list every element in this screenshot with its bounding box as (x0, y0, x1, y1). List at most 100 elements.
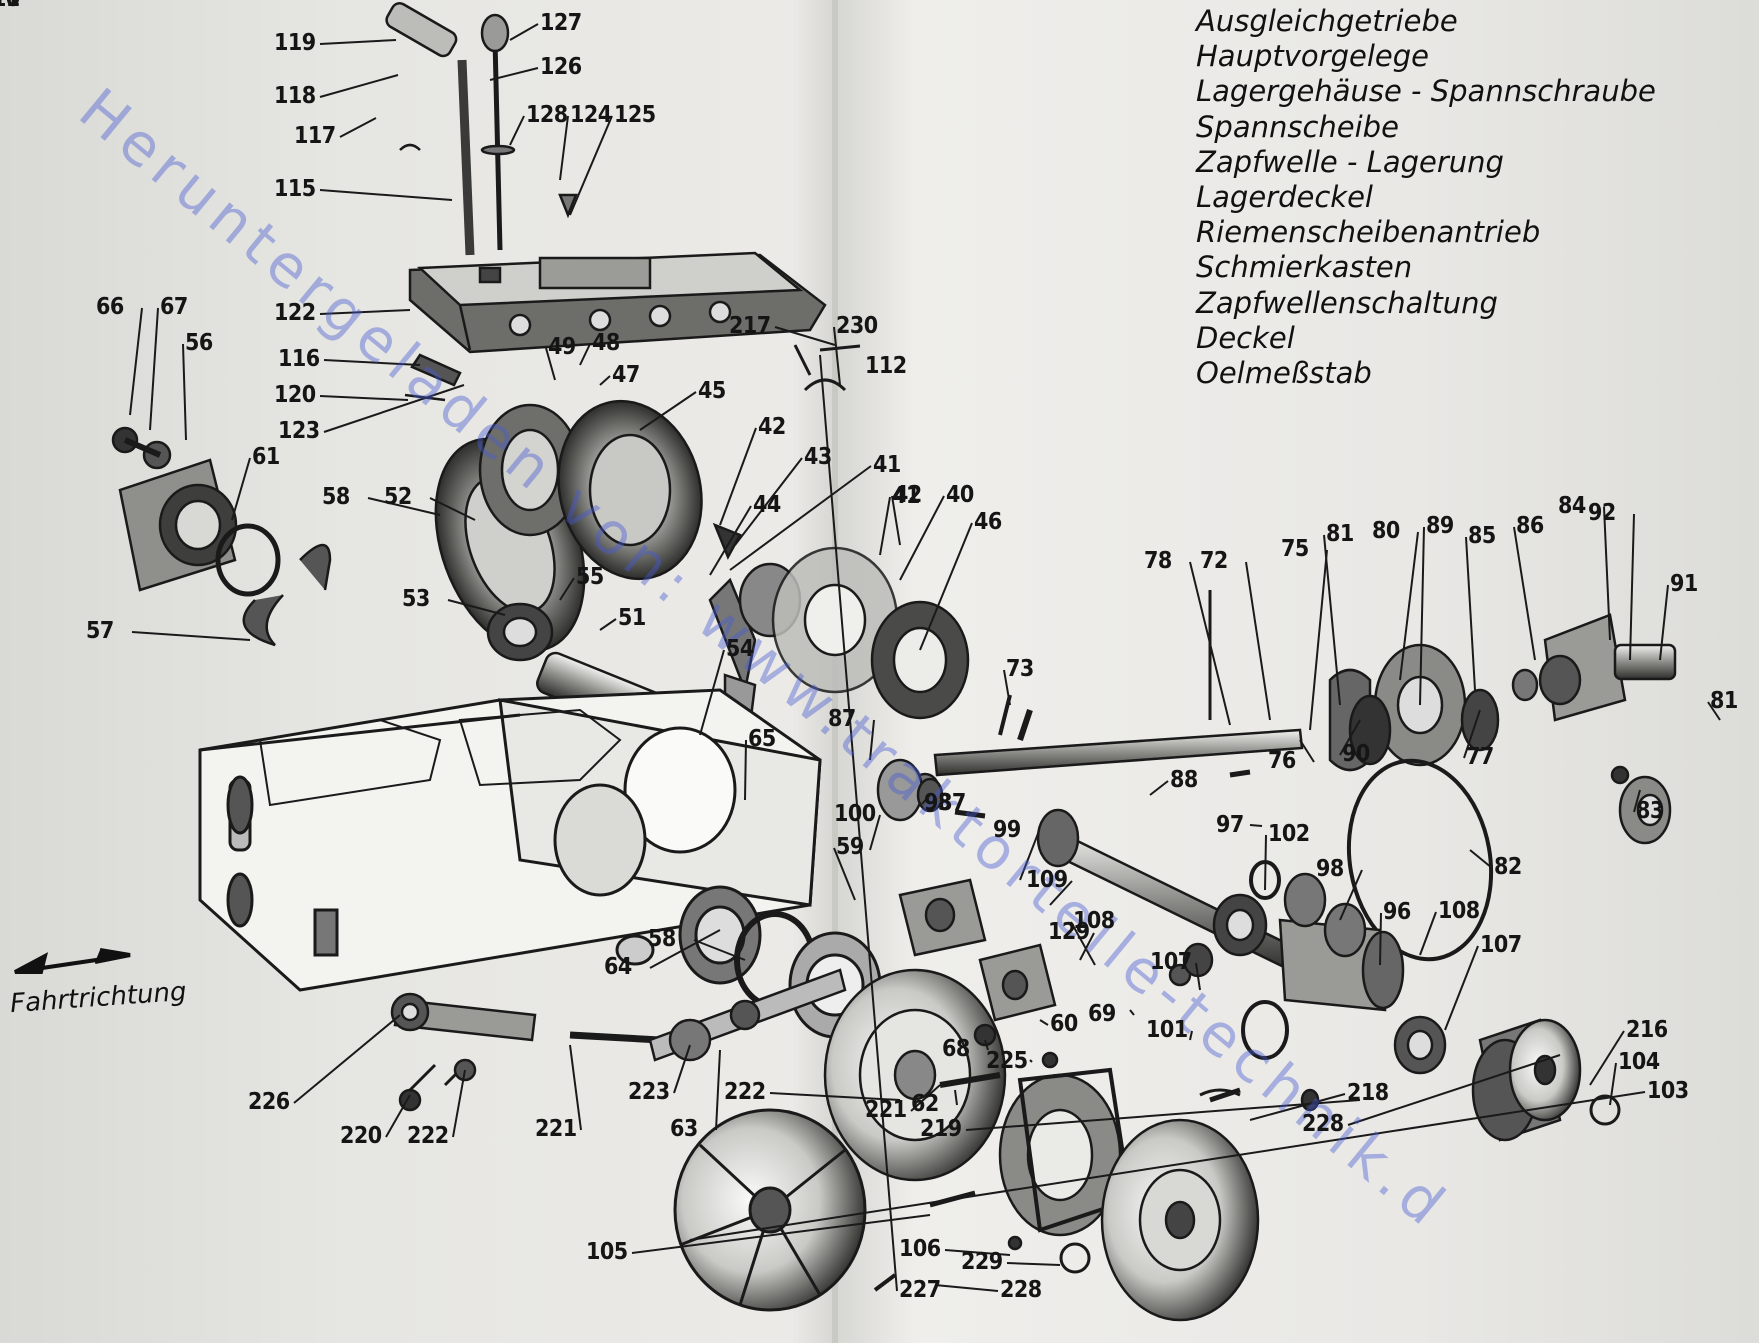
leader-line (1465, 536, 1476, 691)
part-number-label: 68 (942, 1036, 970, 1062)
legend-item: Spannscheibe (1196, 109, 1399, 144)
leader-line (339, 117, 377, 138)
legend-item: Zapfwelle - Lagerung (1196, 144, 1504, 179)
leader-line (693, 939, 746, 961)
part-number-label: 66 (96, 294, 124, 320)
part-number-label: 78 (1144, 548, 1172, 574)
leader-line (699, 649, 725, 736)
part-number-label: 119 (274, 30, 316, 56)
part-number-label: 223 (628, 1079, 670, 1105)
part-number-label: 109 (1026, 867, 1068, 893)
leader-line (182, 343, 187, 441)
leader-line (1513, 526, 1536, 661)
part-number-label: 81 (1710, 688, 1738, 714)
leader-line (569, 1044, 582, 1131)
part-number-label: 227 (899, 1277, 941, 1303)
leader-line (559, 115, 569, 181)
leader-line (1149, 780, 1169, 796)
part-number-label: 112 (865, 353, 907, 379)
leader-line (1249, 1093, 1346, 1121)
legend-item: Schmierkasten (1196, 250, 1413, 285)
leader-line (833, 326, 841, 386)
bearing-housing-group (111, 426, 332, 647)
leader-line (910, 1084, 941, 1112)
part-number-label: 228 (1302, 1111, 1344, 1137)
leader-lines (129, 23, 1721, 1292)
part-number-label: 216 (1626, 1017, 1668, 1043)
part-number-label: 75 (1281, 536, 1309, 562)
part-number-label: 228 (1000, 1277, 1042, 1303)
legend-item: Riemenscheibenantrieb (1196, 215, 1541, 250)
leader-line (924, 799, 937, 805)
part-number-label: 82 (1494, 854, 1522, 880)
part-number-label: 110 (0, 0, 20, 11)
part-number-label: 217 (729, 313, 771, 339)
part-number-label: 105 (586, 1239, 628, 1265)
part-number-label: 93 (924, 790, 952, 816)
leader-line (1039, 1019, 1049, 1026)
part-number-label: 85 (1468, 523, 1496, 549)
part-number-label: 83 (1636, 798, 1664, 824)
leader-line (919, 522, 973, 651)
gear-housing (198, 688, 822, 992)
leader-line (984, 1039, 989, 1051)
leader-line (1049, 880, 1073, 906)
leader-line (954, 1089, 958, 1106)
part-number-label: 43 (804, 444, 832, 470)
part-number-label: 88 (1170, 767, 1198, 793)
direction-arrow (14, 948, 131, 974)
legend-item: Hauptvorgelege (1196, 39, 1429, 74)
part-number-label: 58 (322, 484, 350, 510)
leader-line (965, 1099, 1361, 1131)
leader-line (1189, 1030, 1193, 1041)
leader-line (649, 929, 721, 969)
leader-line (1589, 1030, 1625, 1086)
leader-line (323, 359, 421, 366)
leader-line (1245, 561, 1271, 721)
part-number-label: 57 (86, 618, 114, 644)
part-number-label: 65 (748, 726, 776, 752)
part-number-label: 128 (526, 102, 568, 128)
leader-line (293, 1014, 401, 1104)
legend-item: Zapfwellenschaltung (1196, 285, 1498, 320)
part-number-label: 96 (1383, 899, 1411, 925)
part-number-label: 84 (1558, 493, 1586, 519)
part-number-label: 102 (1268, 821, 1310, 847)
leader-line (599, 375, 611, 386)
leader-line (149, 307, 159, 431)
leader-line (1419, 526, 1425, 706)
part-number-label: 64 (604, 954, 632, 980)
leader-line (452, 1069, 466, 1138)
leader-line (319, 395, 409, 401)
leader-line (323, 384, 465, 433)
part-number-label: 81 (1326, 521, 1354, 547)
leader-line (1195, 962, 1201, 991)
part-number-label: 103 (1647, 1078, 1689, 1104)
part-number-label: 60 (1050, 1011, 1078, 1037)
part-number-label: 63 (670, 1116, 698, 1142)
leader-line (869, 814, 881, 851)
part-number-label: 107 (1150, 949, 1192, 975)
leader-line (569, 115, 613, 216)
leader-line (689, 1091, 1646, 1241)
leader-line (639, 391, 697, 431)
part-number-label: 219 (920, 1116, 962, 1142)
part-number-label: 87 (938, 790, 966, 816)
legend-item: Deckel (1196, 320, 1295, 355)
part-number-label: 127 (540, 10, 582, 36)
part-number-label: 230 (836, 313, 878, 339)
part-number-label: 97 (1216, 812, 1244, 838)
part-number-label: 73 (1006, 656, 1034, 682)
part-number-label: 120 (274, 382, 316, 408)
leader-line (1003, 669, 1011, 706)
leader-line (1309, 549, 1328, 731)
part-number-label: 41 (892, 483, 920, 509)
leader-line (1603, 506, 1611, 641)
part-number-label: 226 (248, 1089, 290, 1115)
part-number-label: 221 (535, 1116, 577, 1142)
leader-line (719, 427, 757, 526)
part-number-label: 222 (724, 1079, 766, 1105)
leader-line (367, 497, 441, 516)
leader-line (1347, 1054, 1561, 1126)
leader-line (891, 495, 901, 546)
